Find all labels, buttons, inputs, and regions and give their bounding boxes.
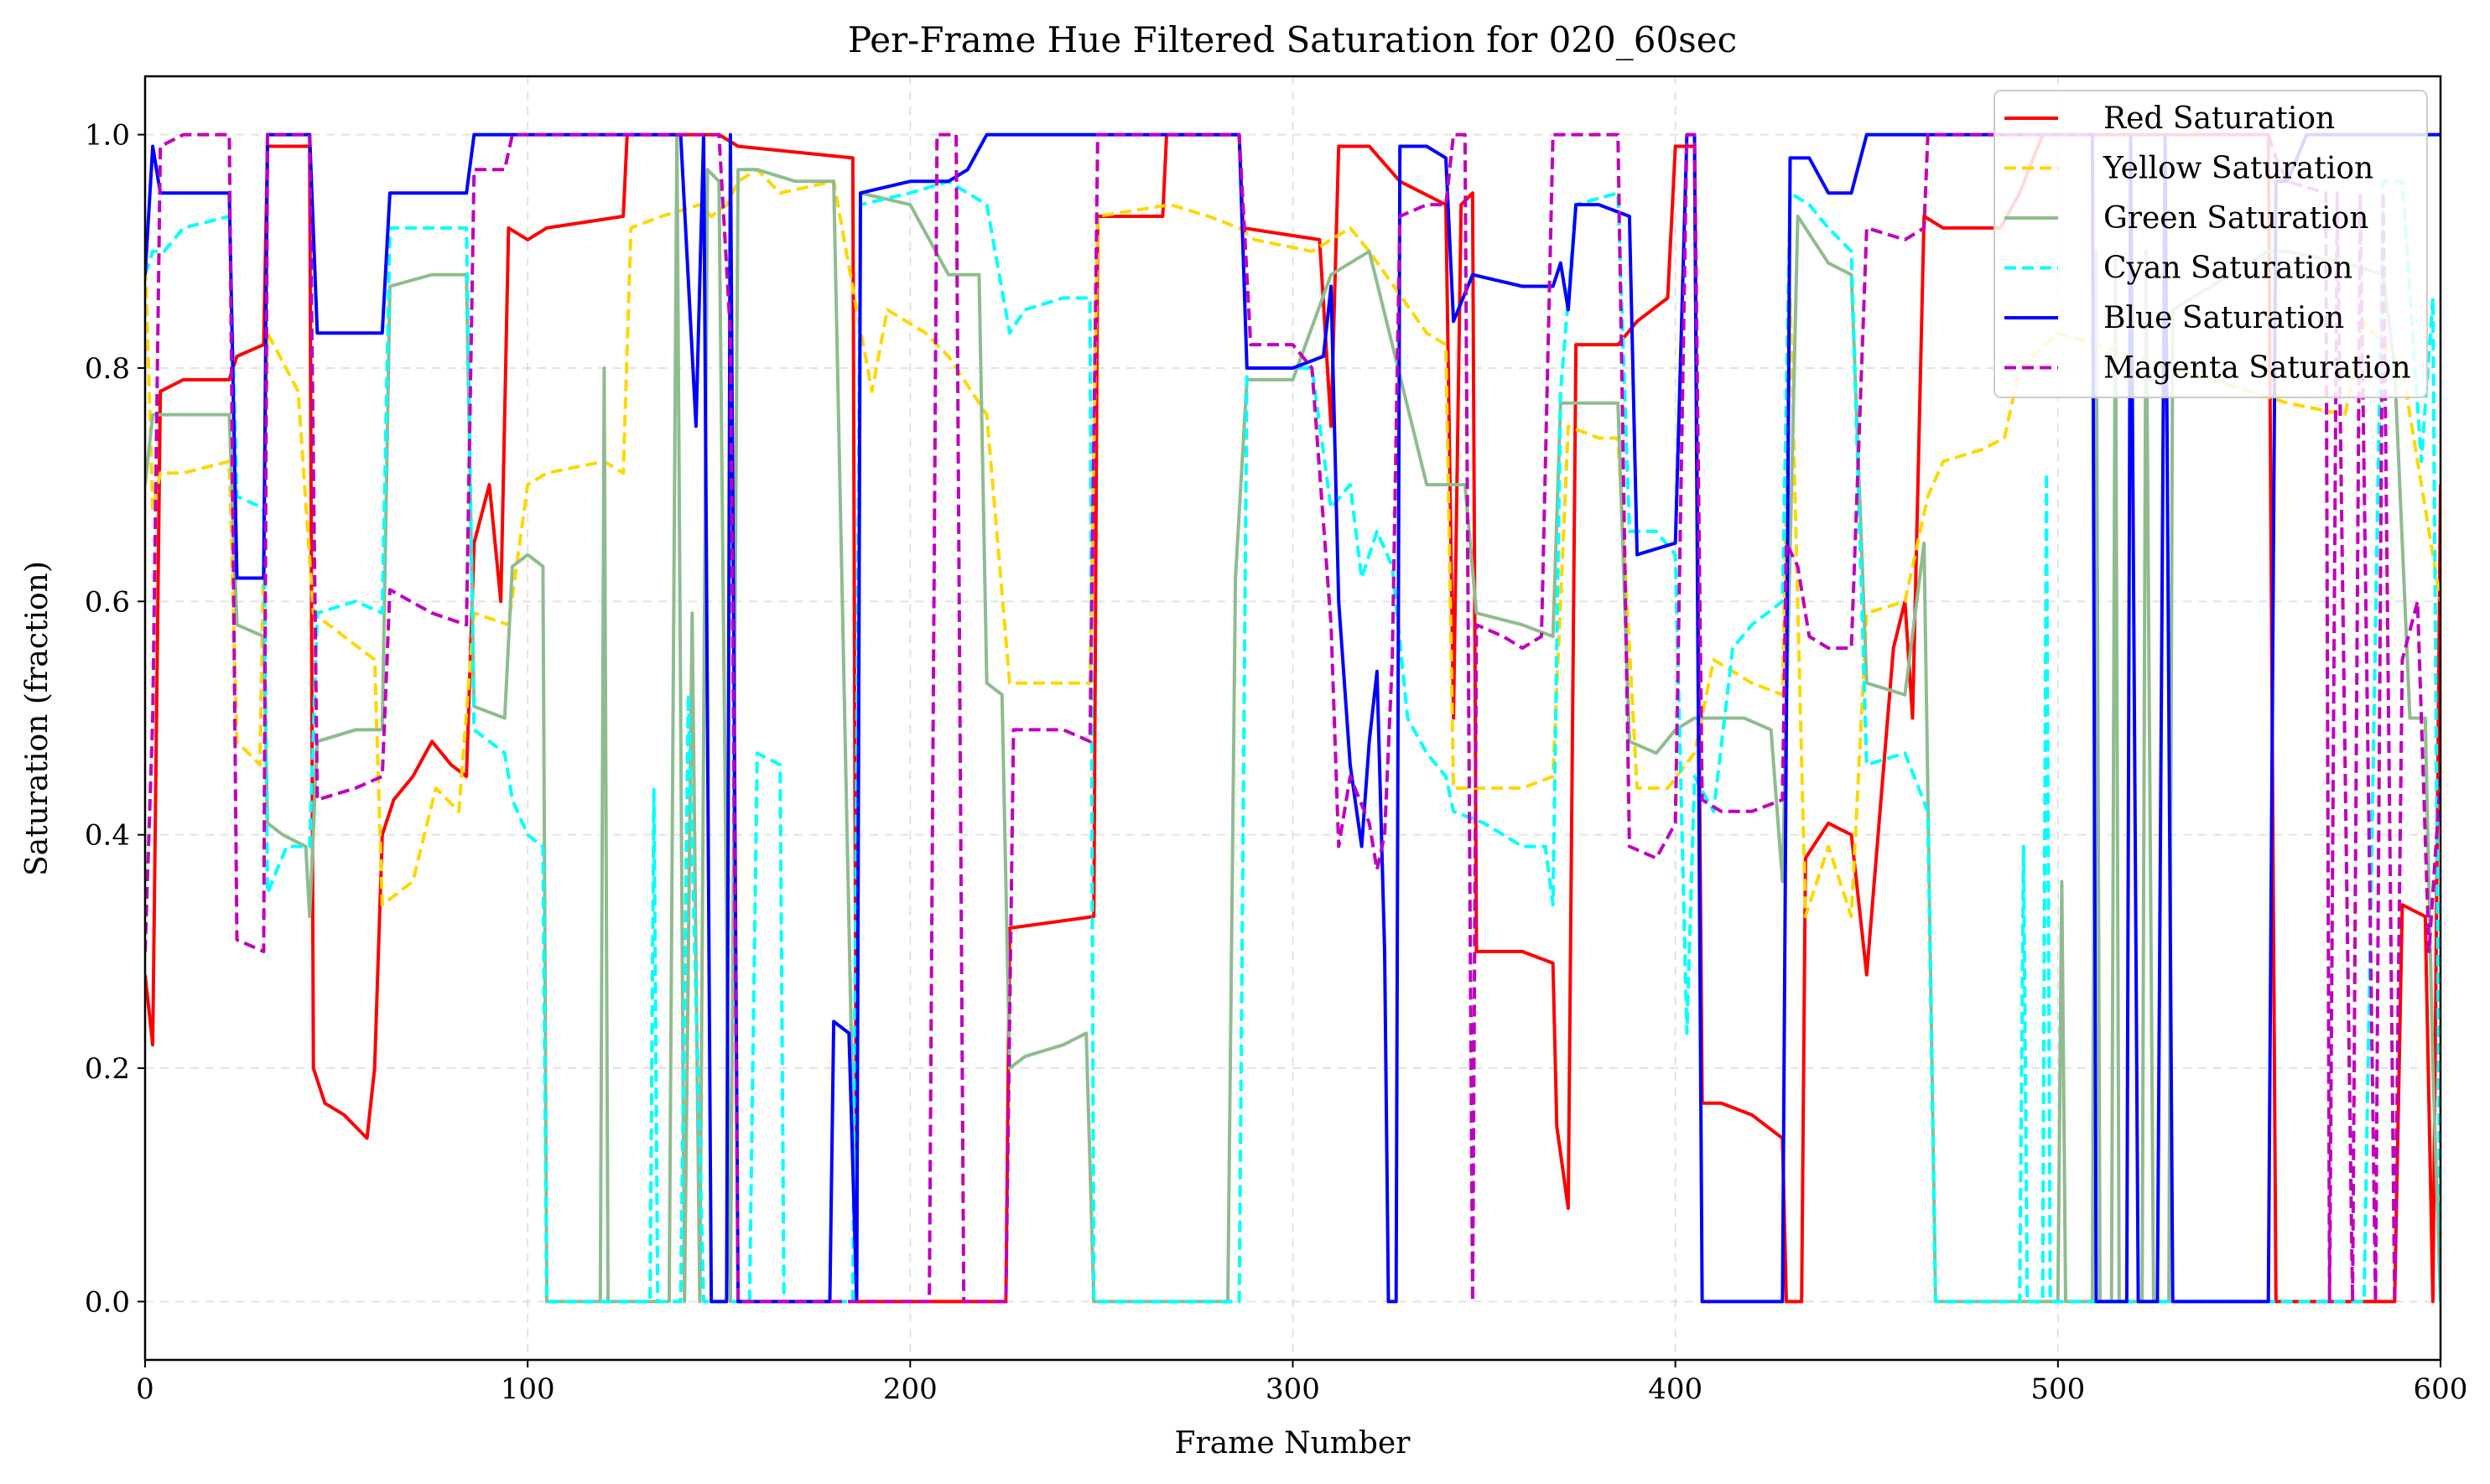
y-tick-label-0-0: 0.0 bbox=[85, 1285, 130, 1319]
series-line-yellow-saturation bbox=[145, 168, 2441, 919]
legend-label-yellow-saturation: Yellow Saturation bbox=[2103, 152, 2373, 186]
legend-label-blue-saturation: Blue Saturation bbox=[2103, 301, 2344, 335]
x-tick-label-400: 400 bbox=[1648, 1372, 1702, 1406]
x-tick-label-500: 500 bbox=[2030, 1372, 2085, 1406]
x-tick-label-100: 100 bbox=[501, 1372, 555, 1406]
y-tick-label-1-0: 1.0 bbox=[85, 119, 130, 153]
series-line-cyan-saturation bbox=[145, 179, 2441, 1304]
y-tick-label-0-4: 0.4 bbox=[85, 819, 130, 853]
legend: Red Saturation Yellow Saturation Green Sat… bbox=[1994, 90, 2428, 398]
y-axis-label: Saturation (fraction) bbox=[20, 561, 55, 876]
chart-title: Per-Frame Hue Filtered Saturation for 02… bbox=[848, 19, 1737, 60]
series-line-blue-saturation bbox=[145, 132, 2441, 1304]
legend-label-green-saturation: Green Saturation bbox=[2103, 201, 2369, 236]
legend-label-magenta-saturation: Magenta Saturation bbox=[2103, 351, 2411, 386]
legend-box bbox=[1994, 90, 2428, 398]
legend-label-red-saturation: Red Saturation bbox=[2103, 101, 2335, 136]
x-tick-label-300: 300 bbox=[1266, 1372, 1320, 1406]
axis-ticks: 0 100 200 300 400 500 600 0.0 0.2 0.4 0.6 0.8 1.0 bbox=[85, 119, 2468, 1406]
y-tick-label-0-8: 0.8 bbox=[85, 352, 130, 386]
x-axis-label: Frame Number bbox=[1175, 1426, 1411, 1461]
x-tick-label-600: 600 bbox=[2414, 1372, 2468, 1406]
legend-label-cyan-saturation: Cyan Saturation bbox=[2103, 252, 2352, 286]
x-tick-label-0: 0 bbox=[136, 1372, 154, 1406]
y-tick-label-0-6: 0.6 bbox=[85, 585, 130, 619]
x-tick-label-200: 200 bbox=[883, 1372, 938, 1406]
series-line-red-saturation bbox=[145, 132, 2441, 1304]
y-tick-label-0-2: 0.2 bbox=[85, 1052, 130, 1086]
